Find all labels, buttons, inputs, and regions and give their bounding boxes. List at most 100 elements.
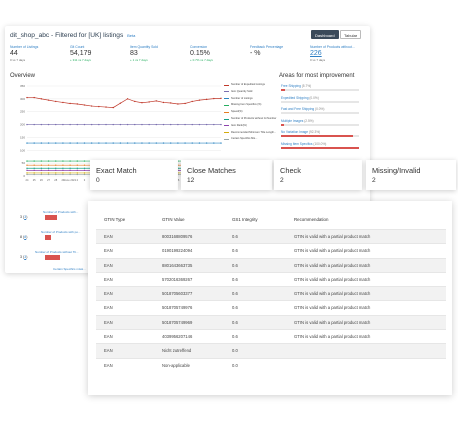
data-point[interactable] bbox=[83, 104, 86, 106]
data-point[interactable] bbox=[90, 142, 93, 144]
data-point[interactable] bbox=[47, 173, 50, 176]
data-point[interactable] bbox=[69, 142, 71, 144]
data-point[interactable] bbox=[76, 142, 78, 144]
legend-item[interactable]: Speed(%) bbox=[224, 110, 274, 117]
improvement-label[interactable]: Missing Item Specifics (100.0%) bbox=[281, 142, 359, 146]
data-point[interactable] bbox=[112, 106, 114, 109]
data-point[interactable] bbox=[33, 167, 35, 169]
close-matches-card[interactable]: Close Matches 12 bbox=[181, 160, 272, 190]
data-point[interactable] bbox=[83, 142, 86, 144]
data-point[interactable] bbox=[184, 142, 186, 144]
data-point[interactable] bbox=[33, 160, 35, 162]
improvement-item[interactable]: Missing Item Specifics (100.0%) bbox=[281, 142, 359, 154]
table-row[interactable]: EAN 5018705603377 0.6 GTIN is valid with a … bbox=[96, 286, 446, 301]
header-gs1-integrity[interactable]: GS1 Integrity bbox=[232, 217, 258, 222]
data-point[interactable] bbox=[33, 96, 35, 99]
legend-item[interactable]: Item Quantity Sold bbox=[224, 90, 274, 97]
data-point[interactable] bbox=[69, 167, 71, 169]
widget-value-link[interactable]: 3 bbox=[24, 255, 27, 259]
improvement-item[interactable]: Free Shipping (5.7%) bbox=[281, 84, 359, 96]
data-point[interactable] bbox=[26, 123, 28, 126]
widget-value-link[interactable]: 3 bbox=[24, 215, 27, 219]
data-point[interactable] bbox=[62, 164, 64, 166]
data-point[interactable] bbox=[184, 123, 186, 126]
data-point[interactable] bbox=[69, 164, 71, 166]
data-point[interactable] bbox=[55, 167, 57, 169]
data-point[interactable] bbox=[47, 167, 50, 169]
table-row[interactable]: EAN Non-applicable 0.0 bbox=[96, 357, 446, 372]
table-row[interactable]: EAN 0190199224094 0.6 GTIN is valid with a … bbox=[96, 243, 446, 257]
data-point[interactable] bbox=[76, 164, 78, 166]
data-point[interactable] bbox=[76, 169, 78, 172]
data-point[interactable] bbox=[162, 142, 165, 144]
data-point[interactable] bbox=[76, 167, 78, 169]
data-point[interactable] bbox=[40, 98, 43, 100]
tabular-view-button[interactable]: Tabular bbox=[340, 30, 362, 39]
widget-label[interactable]: Number of Products with... bbox=[43, 210, 79, 214]
data-point[interactable] bbox=[26, 169, 28, 172]
data-point[interactable] bbox=[62, 123, 64, 126]
data-point[interactable] bbox=[198, 99, 201, 101]
data-point[interactable] bbox=[69, 169, 71, 172]
data-point[interactable] bbox=[134, 123, 136, 126]
table-row[interactable]: EAN Nicht zutreffend 0.0 bbox=[96, 343, 446, 358]
data-point[interactable] bbox=[26, 160, 28, 162]
data-point[interactable] bbox=[155, 100, 158, 102]
data-point[interactable] bbox=[69, 172, 71, 174]
widget-value-link[interactable]: 8 bbox=[24, 235, 27, 239]
widget-label[interactable]: Certain Specifics missi... bbox=[53, 267, 86, 271]
data-point[interactable] bbox=[98, 142, 100, 144]
data-point[interactable] bbox=[62, 101, 64, 104]
data-point[interactable] bbox=[170, 142, 172, 144]
data-point[interactable] bbox=[47, 160, 50, 162]
data-point[interactable] bbox=[112, 142, 114, 144]
data-point[interactable] bbox=[26, 167, 28, 169]
data-point[interactable] bbox=[55, 164, 57, 166]
data-point[interactable] bbox=[162, 123, 165, 126]
data-point[interactable] bbox=[177, 123, 179, 126]
data-point[interactable] bbox=[148, 142, 150, 144]
data-point[interactable] bbox=[213, 142, 215, 144]
data-point[interactable] bbox=[47, 123, 50, 126]
data-point[interactable] bbox=[40, 167, 43, 169]
data-point[interactable] bbox=[76, 103, 78, 105]
data-point[interactable] bbox=[40, 173, 43, 176]
data-point[interactable] bbox=[155, 123, 158, 126]
data-point[interactable] bbox=[40, 160, 43, 162]
data-point[interactable] bbox=[112, 123, 114, 126]
data-point[interactable] bbox=[148, 123, 150, 126]
data-point[interactable] bbox=[62, 160, 64, 162]
improvement-label[interactable]: Expedited Shipping (0.0%) bbox=[281, 96, 359, 100]
data-point[interactable] bbox=[26, 173, 28, 176]
data-point[interactable] bbox=[47, 142, 50, 144]
data-point[interactable] bbox=[170, 102, 172, 104]
data-point[interactable] bbox=[83, 167, 86, 169]
data-point[interactable] bbox=[33, 123, 35, 126]
data-point[interactable] bbox=[105, 123, 107, 126]
data-point[interactable] bbox=[155, 142, 158, 144]
data-point[interactable] bbox=[191, 142, 193, 144]
data-point[interactable] bbox=[33, 172, 35, 174]
data-point[interactable] bbox=[126, 123, 129, 126]
data-point[interactable] bbox=[40, 172, 43, 174]
data-point[interactable] bbox=[213, 123, 215, 126]
data-point[interactable] bbox=[177, 142, 179, 144]
data-point[interactable] bbox=[76, 173, 78, 176]
data-point[interactable] bbox=[55, 123, 57, 126]
improvement-label[interactable]: Fast and Free Shipping (0.0%) bbox=[281, 107, 359, 111]
data-point[interactable] bbox=[177, 103, 179, 105]
data-point[interactable] bbox=[76, 160, 78, 162]
data-point[interactable] bbox=[47, 99, 50, 101]
table-row[interactable]: EAN 8801643663735 0.6 GTIN is valid with a … bbox=[96, 257, 446, 272]
data-point[interactable] bbox=[83, 172, 86, 174]
legend-item[interactable]: Number of Listings bbox=[224, 97, 274, 104]
data-point[interactable] bbox=[69, 123, 71, 126]
check-card[interactable]: Check 2 bbox=[274, 160, 362, 190]
data-point[interactable] bbox=[55, 142, 57, 144]
data-point[interactable] bbox=[55, 169, 57, 172]
data-point[interactable] bbox=[40, 164, 43, 166]
data-point[interactable] bbox=[220, 142, 222, 144]
data-point[interactable] bbox=[26, 172, 28, 174]
data-point[interactable] bbox=[119, 142, 122, 144]
dashboard-view-button[interactable]: Dashboard bbox=[311, 30, 339, 39]
